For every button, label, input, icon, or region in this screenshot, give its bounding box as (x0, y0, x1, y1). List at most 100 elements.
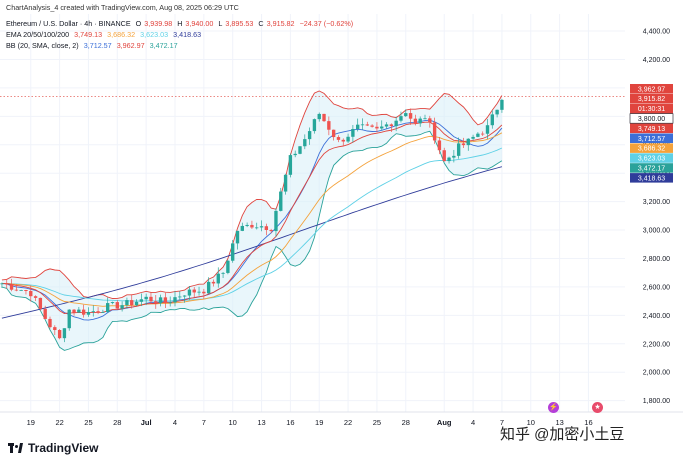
price-tag-box (630, 153, 673, 163)
price-tag: 3,686.32 (630, 143, 673, 153)
candle-body (264, 226, 269, 230)
candle-body (77, 309, 81, 313)
candle-body (288, 155, 293, 175)
candle-body (24, 290, 28, 292)
candle-body (86, 311, 91, 315)
candle-body (356, 124, 360, 129)
ema-legend[interactable]: EMA 20/50/100/200 3,749.13 3,686.32 3,62… (6, 30, 204, 39)
x-tick-label: 13 (555, 418, 563, 427)
candle-body (351, 128, 355, 137)
candle-body (125, 300, 129, 306)
bb-basis-value: 3,712.57 (83, 41, 112, 50)
candle-body (259, 226, 264, 228)
candle-body (471, 136, 475, 139)
bb-legend[interactable]: BB (20, SMA, close, 2) 3,712.57 3,962.97… (6, 41, 181, 50)
price-tag-label: 3,962.97 (638, 86, 665, 93)
x-tick-label: 19 (27, 418, 35, 427)
symbol-title[interactable]: Ethereum / U.S. Dollar · 4h · BINANCE (6, 19, 131, 28)
low-value: 3,895.53 (225, 19, 254, 28)
flag-icon[interactable]: ★ (592, 402, 603, 413)
price-tag-label: 3,712.57 (638, 136, 665, 143)
ema-label: EMA 20/50/100/200 (6, 30, 70, 39)
tradingview-logo[interactable]: TradingView (8, 441, 98, 455)
ema100-line (1, 147, 503, 302)
candle-body (432, 122, 437, 141)
candle-body (120, 305, 124, 309)
y-tick-label: 3,200.00 (643, 199, 670, 206)
bb-lower-value: 3,472.17 (149, 41, 178, 50)
x-tick-label: 25 (84, 418, 92, 427)
candle-body (33, 296, 38, 298)
open-value: 3,939.98 (144, 19, 173, 28)
open-label: O (135, 19, 142, 28)
candle-body (413, 118, 418, 124)
candle-body (370, 125, 374, 127)
close-value: 3,915.82 (266, 19, 295, 28)
candle-body (221, 272, 225, 274)
candle-body (269, 229, 273, 232)
event-icon[interactable]: ⚡ (548, 402, 559, 413)
candle-body (67, 309, 71, 329)
candle-body (211, 281, 216, 284)
price-tag: 3,800.00 (629, 113, 674, 124)
chart-credit: ChartAnalysis_4 created with TradingView… (6, 3, 239, 12)
low-label: L (218, 19, 223, 28)
high-value: 3,940.00 (185, 19, 214, 28)
candle-body (29, 291, 33, 297)
candle-body (380, 126, 384, 129)
price-tag-box (630, 143, 673, 153)
candle-body (197, 291, 201, 293)
y-tick-label: 2,200.00 (643, 341, 670, 348)
candle-body (110, 302, 115, 304)
candle-body (283, 174, 288, 192)
candle-body (327, 121, 331, 130)
y-tick-label: 4,200.00 (643, 57, 670, 64)
candle-body (106, 303, 110, 313)
candle-body (62, 328, 67, 339)
candle-body (154, 301, 158, 304)
candle-body (293, 153, 297, 156)
candle-body (240, 225, 244, 231)
candle-body (0, 283, 4, 285)
candle-body (158, 297, 163, 304)
candle-body (461, 143, 466, 146)
price-tag-label: 3,686.32 (638, 146, 665, 153)
bollinger-band-fill (1, 91, 502, 351)
x-tick-label: 10 (527, 418, 535, 427)
price-tag-label: 3,915.82 (638, 96, 665, 103)
y-tick-label: 2,400.00 (643, 313, 670, 320)
ema50-value: 3,686.32 (107, 30, 136, 39)
candle-body (91, 311, 95, 312)
candlesticks (0, 98, 504, 343)
candle-body (115, 302, 119, 309)
candle-body (48, 318, 52, 328)
candle-body (57, 330, 62, 339)
candle-body (101, 312, 105, 313)
price-tag: 3,712.57 (630, 133, 673, 143)
candle-body (139, 299, 144, 302)
bb-lower-line (1, 130, 503, 351)
x-tick-label: 19 (315, 418, 323, 427)
price-tag-box (630, 173, 673, 183)
ema200-value: 3,418.63 (173, 30, 202, 39)
candle-body (365, 124, 369, 126)
y-tick-label: 2,800.00 (643, 256, 670, 263)
candle-body (408, 113, 413, 119)
candle-body (346, 136, 350, 142)
candle-body (43, 308, 47, 319)
candle-body (322, 113, 326, 122)
candle-body (375, 126, 379, 129)
candle-body (476, 133, 480, 137)
bb-upper-value: 3,962.97 (116, 41, 145, 50)
tradingview-mark-icon (8, 443, 24, 453)
x-tick-label: 28 (402, 418, 410, 427)
change-value: −24.37 (−0.62%) (299, 19, 354, 28)
candle-body (96, 311, 100, 313)
price-tag-box (630, 123, 673, 134)
price-tag-label: 3,623.03 (638, 156, 665, 163)
price-tag: 3,418.63 (630, 173, 673, 183)
price-tags: 3,962.97 3,915.82 01:30:31 3,800.00 3,749.13… (629, 84, 674, 183)
x-tick-label: 7 (500, 418, 504, 427)
candle-body (341, 139, 345, 142)
